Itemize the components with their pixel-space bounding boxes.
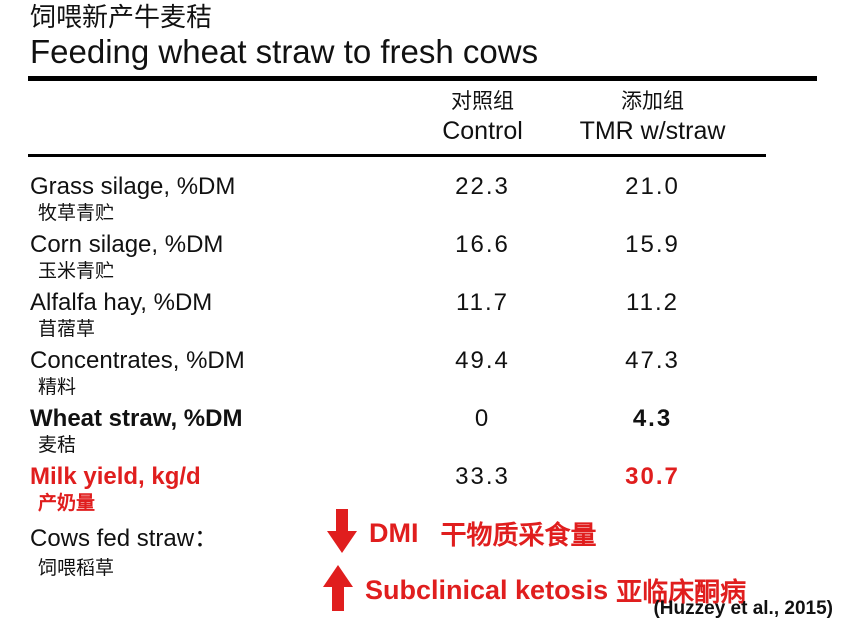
column-header-tmr-straw-zh: 添加组 [621,90,684,113]
cell-tmr-value: 4.3 [632,405,673,432]
footer-label-en: Cows fed straw： [30,525,219,552]
effect-dmi-decrease: DMI 干物质采食量 [327,509,597,558]
effect-ketosis-zh: 亚临床酮病 [616,577,747,607]
header-divider [28,154,766,157]
footer-row-label: Cows fed straw： 饲喂稻草 [30,524,218,582]
effect-ketosis-increase: Subclinical ketosis 亚临床酮病 [323,565,746,616]
row-label: Corn silage, %DM 玉米青贮 [0,230,420,288]
row-label: Alfalfa hay, %DM 苜蓿草 [0,288,420,346]
table-row-corn-silage: Corn silage, %DM 玉米青贮 16.6 15.9 [0,230,841,288]
row-label: Wheat straw, %DM 麦秸 [0,404,420,462]
effect-ketosis-en: Subclinical ketosis [365,575,609,605]
row-label-en: Concentrates, %DM [30,347,245,374]
row-label-en: Alfalfa hay, %DM [30,289,213,316]
row-label-en: Wheat straw, %DM [30,405,243,432]
cell-control-value: 11.7 [456,289,509,316]
down-arrow-icon [327,509,357,558]
cell-control-value: 49.4 [455,347,510,374]
title-divider [28,76,817,81]
cell-control-value: 22.3 [455,173,510,200]
row-label: Milk yield, kg/d 产奶量 [0,462,420,520]
row-label-en: Milk yield, kg/d [30,463,201,490]
table-row-concentrates: Concentrates, %DM 精料 49.4 47.3 [0,346,841,404]
row-label: Concentrates, %DM 精料 [0,346,420,404]
slide-title-en: Feeding wheat straw to fresh cows [30,33,539,70]
cell-tmr-value: 15.9 [625,231,680,258]
cell-control-value: 16.6 [455,231,510,258]
column-header-control-en: Control [442,117,523,145]
effect-dmi-en: DMI [369,518,419,548]
column-header-tmr-straw-en: TMR w/straw [579,117,726,145]
up-arrow-icon [323,565,353,616]
row-label-zh: 玉米青贮 [38,261,115,282]
row-label-zh: 产奶量 [38,493,96,514]
citation-text: (Huzzey et al., 2015) [653,598,833,619]
cell-tmr-value: 11.2 [626,289,679,316]
cell-tmr-value: 21.0 [625,173,680,200]
row-label-zh: 苜蓿草 [38,319,96,340]
table-row-milk-yield: Milk yield, kg/d 产奶量 33.3 30.7 [0,462,841,520]
diet-table: Grass silage, %DM 牧草青贮 22.3 21.0 Corn si… [0,172,841,520]
row-label-en: Corn silage, %DM [30,231,224,258]
row-label-en: Grass silage, %DM [30,173,236,200]
footer-label-zh: 饲喂稻草 [38,558,115,579]
row-label-zh: 麦秸 [38,435,77,456]
row-label-zh: 精料 [38,377,77,398]
column-header-tmr-straw: 添加组 TMR w/straw [545,88,760,147]
cell-control-value: 33.3 [455,463,510,490]
cell-tmr-value: 30.7 [625,463,680,490]
table-row-wheat-straw: Wheat straw, %DM 麦秸 0 4.3 [0,404,841,462]
row-label-zh: 牧草青贮 [38,203,115,224]
row-label: Grass silage, %DM 牧草青贮 [0,172,420,230]
cell-tmr-value: 47.3 [625,347,680,374]
effect-dmi-zh: 干物质采食量 [440,520,597,550]
column-header-control: 对照组 Control [420,88,545,147]
table-row-grass-silage: Grass silage, %DM 牧草青贮 22.3 21.0 [0,172,841,230]
table-row-alfalfa-hay: Alfalfa hay, %DM 苜蓿草 11.7 11.2 [0,288,841,346]
cell-control-value: 0 [474,405,491,432]
slide-title-zh: 饲喂新产牛麦秸 [30,3,213,33]
column-header-control-zh: 对照组 [451,90,514,113]
